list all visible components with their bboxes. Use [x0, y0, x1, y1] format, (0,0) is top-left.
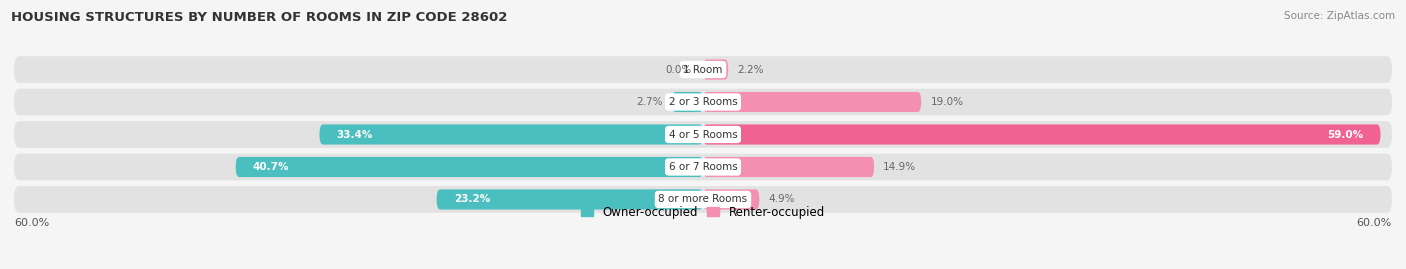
FancyBboxPatch shape [703, 125, 1381, 144]
FancyBboxPatch shape [14, 121, 1392, 148]
FancyBboxPatch shape [319, 125, 703, 144]
Text: HOUSING STRUCTURES BY NUMBER OF ROOMS IN ZIP CODE 28602: HOUSING STRUCTURES BY NUMBER OF ROOMS IN… [11, 11, 508, 24]
Text: 23.2%: 23.2% [454, 194, 491, 204]
Text: 19.0%: 19.0% [931, 97, 963, 107]
FancyBboxPatch shape [14, 186, 1392, 213]
FancyBboxPatch shape [14, 154, 1392, 180]
Text: 2 or 3 Rooms: 2 or 3 Rooms [669, 97, 737, 107]
Text: 59.0%: 59.0% [1327, 129, 1364, 140]
Text: 4 or 5 Rooms: 4 or 5 Rooms [669, 129, 737, 140]
Text: 8 or more Rooms: 8 or more Rooms [658, 194, 748, 204]
FancyBboxPatch shape [14, 89, 1392, 115]
FancyBboxPatch shape [236, 157, 703, 177]
Text: 40.7%: 40.7% [253, 162, 290, 172]
Text: 60.0%: 60.0% [14, 218, 49, 228]
Legend: Owner-occupied, Renter-occupied: Owner-occupied, Renter-occupied [576, 201, 830, 223]
FancyBboxPatch shape [437, 189, 703, 210]
Text: 33.4%: 33.4% [336, 129, 373, 140]
FancyBboxPatch shape [672, 92, 703, 112]
FancyBboxPatch shape [703, 157, 875, 177]
Text: 2.7%: 2.7% [637, 97, 662, 107]
FancyBboxPatch shape [703, 92, 921, 112]
Text: 0.0%: 0.0% [665, 65, 692, 75]
FancyBboxPatch shape [703, 59, 728, 80]
FancyBboxPatch shape [14, 56, 1392, 83]
FancyBboxPatch shape [703, 189, 759, 210]
Text: 1 Room: 1 Room [683, 65, 723, 75]
Text: 60.0%: 60.0% [1357, 218, 1392, 228]
Text: Source: ZipAtlas.com: Source: ZipAtlas.com [1284, 11, 1395, 21]
Text: 14.9%: 14.9% [883, 162, 917, 172]
Text: 4.9%: 4.9% [769, 194, 794, 204]
Text: 6 or 7 Rooms: 6 or 7 Rooms [669, 162, 737, 172]
Text: 2.2%: 2.2% [738, 65, 763, 75]
